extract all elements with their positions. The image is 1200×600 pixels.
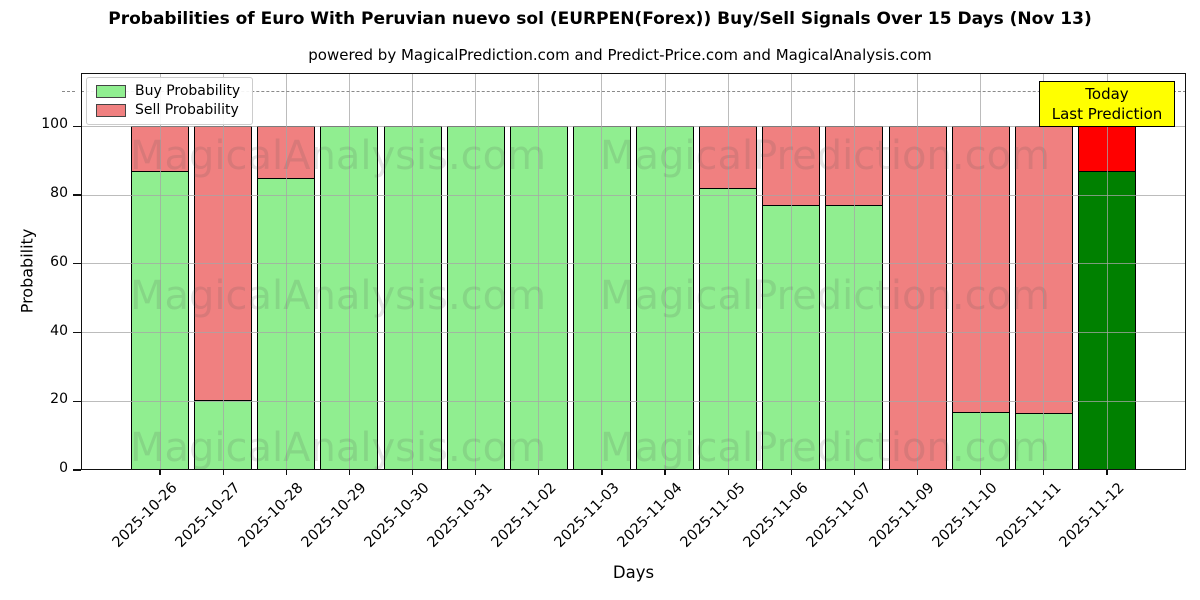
bar-buy-segment	[509, 126, 568, 470]
bar-buy-segment	[446, 126, 505, 470]
bar-buy-segment	[762, 205, 821, 470]
x-tick	[159, 470, 161, 475]
bar-sell-segment	[951, 126, 1010, 413]
x-tick-label-text: 2025-10-27	[172, 480, 244, 551]
y-tick	[73, 400, 81, 402]
x-tick	[1043, 470, 1045, 475]
chart-title: Probabilities of Euro With Peruvian nuev…	[108, 9, 1092, 29]
plot-area: Buy Probability Sell Probability Today L…	[81, 73, 1186, 470]
bar-buy-segment	[825, 205, 884, 470]
x-tick-label-text: 2025-10-29	[298, 480, 370, 551]
x-tick-label-text: 2025-10-26	[109, 480, 181, 551]
bar-buy-segment	[1014, 413, 1073, 470]
x-tick	[1106, 470, 1108, 475]
y-tick-label: 20	[50, 391, 68, 408]
today-annotation: Today Last Prediction	[1039, 81, 1175, 127]
bar-sell-segment	[762, 126, 821, 207]
legend-sell-swatch	[96, 103, 126, 117]
x-tick	[475, 470, 477, 475]
x-tick-label-text: 2025-11-06	[740, 480, 812, 551]
y-tick	[73, 263, 81, 265]
x-tick-label-text: 2025-11-09	[866, 480, 938, 551]
x-tick	[348, 470, 350, 475]
y-tick-label: 60	[50, 253, 68, 270]
y-axis-label: Probability	[17, 228, 37, 314]
bar-buy-segment	[194, 399, 253, 470]
y-tick-label: 0	[59, 460, 68, 476]
y-tick-label: 100	[41, 116, 68, 133]
dashed-threshold-line	[81, 90, 1186, 92]
bar-buy-segment	[257, 177, 316, 470]
x-tick-label-text: 2025-11-05	[677, 480, 749, 551]
legend: Buy Probability Sell Probability	[86, 77, 254, 125]
x-tick-label-text: 2025-11-04	[614, 480, 686, 551]
x-tick-label-text: 2025-10-31	[425, 480, 496, 551]
x-tick	[538, 470, 540, 475]
bar-buy-segment	[572, 126, 631, 470]
bar-buy-segment	[131, 170, 189, 470]
x-tick	[411, 470, 414, 475]
today-annotation-line2: Last Prediction	[1051, 105, 1163, 123]
x-tick	[664, 470, 666, 475]
bar-sell-segment	[699, 126, 758, 190]
bar-sell-segment	[888, 126, 947, 470]
x-tick-label-text: 2025-10-28	[235, 480, 307, 551]
x-tick	[601, 470, 603, 475]
x-tick-label-text: 2025-11-11	[993, 480, 1065, 551]
bars-layer	[81, 73, 1186, 470]
x-tick	[222, 470, 224, 475]
x-tick-label-text: 2025-11-02	[488, 480, 560, 551]
bar-buy-segment	[951, 411, 1010, 470]
bar-sell-segment	[131, 126, 189, 172]
chart-subtitle: powered by MagicalPrediction.com and Pre…	[308, 46, 932, 64]
x-tick-label-text: 2025-11-03	[551, 480, 623, 551]
legend-buy-label: Buy Probability	[135, 83, 241, 99]
y-tick	[73, 125, 81, 127]
dashed-line-outside-tick	[62, 91, 75, 92]
bar-sell-segment	[194, 126, 253, 401]
x-tick-label-text: 2025-10-30	[361, 480, 433, 551]
bar-buy-segment	[1078, 170, 1136, 470]
x-tick	[727, 470, 729, 475]
y-tick-label: 40	[50, 322, 68, 339]
x-tick	[285, 470, 287, 475]
today-annotation-line1: Today	[1085, 85, 1129, 103]
y-tick	[73, 469, 81, 471]
legend-buy-swatch	[96, 84, 126, 98]
x-tick	[853, 470, 856, 475]
legend-item-sell: Sell Probability	[96, 103, 240, 117]
y-tick	[73, 331, 81, 334]
x-tick-label-text: 2025-11-12	[1056, 480, 1128, 551]
x-tick-label-text: 2025-11-10	[930, 480, 1002, 551]
x-tick	[790, 470, 792, 475]
bar-buy-segment	[699, 188, 758, 470]
x-tick-label-text: 2025-11-07	[803, 480, 875, 551]
x-tick	[980, 470, 982, 475]
legend-sell-label: Sell Probability	[135, 102, 239, 118]
bar-sell-segment	[1078, 126, 1136, 172]
y-tick-label: 80	[50, 185, 68, 202]
bar-sell-segment	[1014, 126, 1073, 415]
x-tick	[917, 470, 919, 475]
bar-buy-segment	[320, 126, 379, 470]
x-axis-label: Days	[612, 563, 655, 582]
legend-item-buy: Buy Probability	[96, 84, 240, 98]
bar-sell-segment	[257, 126, 316, 179]
bar-sell-segment	[825, 126, 884, 207]
y-tick	[73, 194, 81, 196]
bar-buy-segment	[636, 126, 695, 470]
bar-buy-segment	[383, 126, 442, 470]
